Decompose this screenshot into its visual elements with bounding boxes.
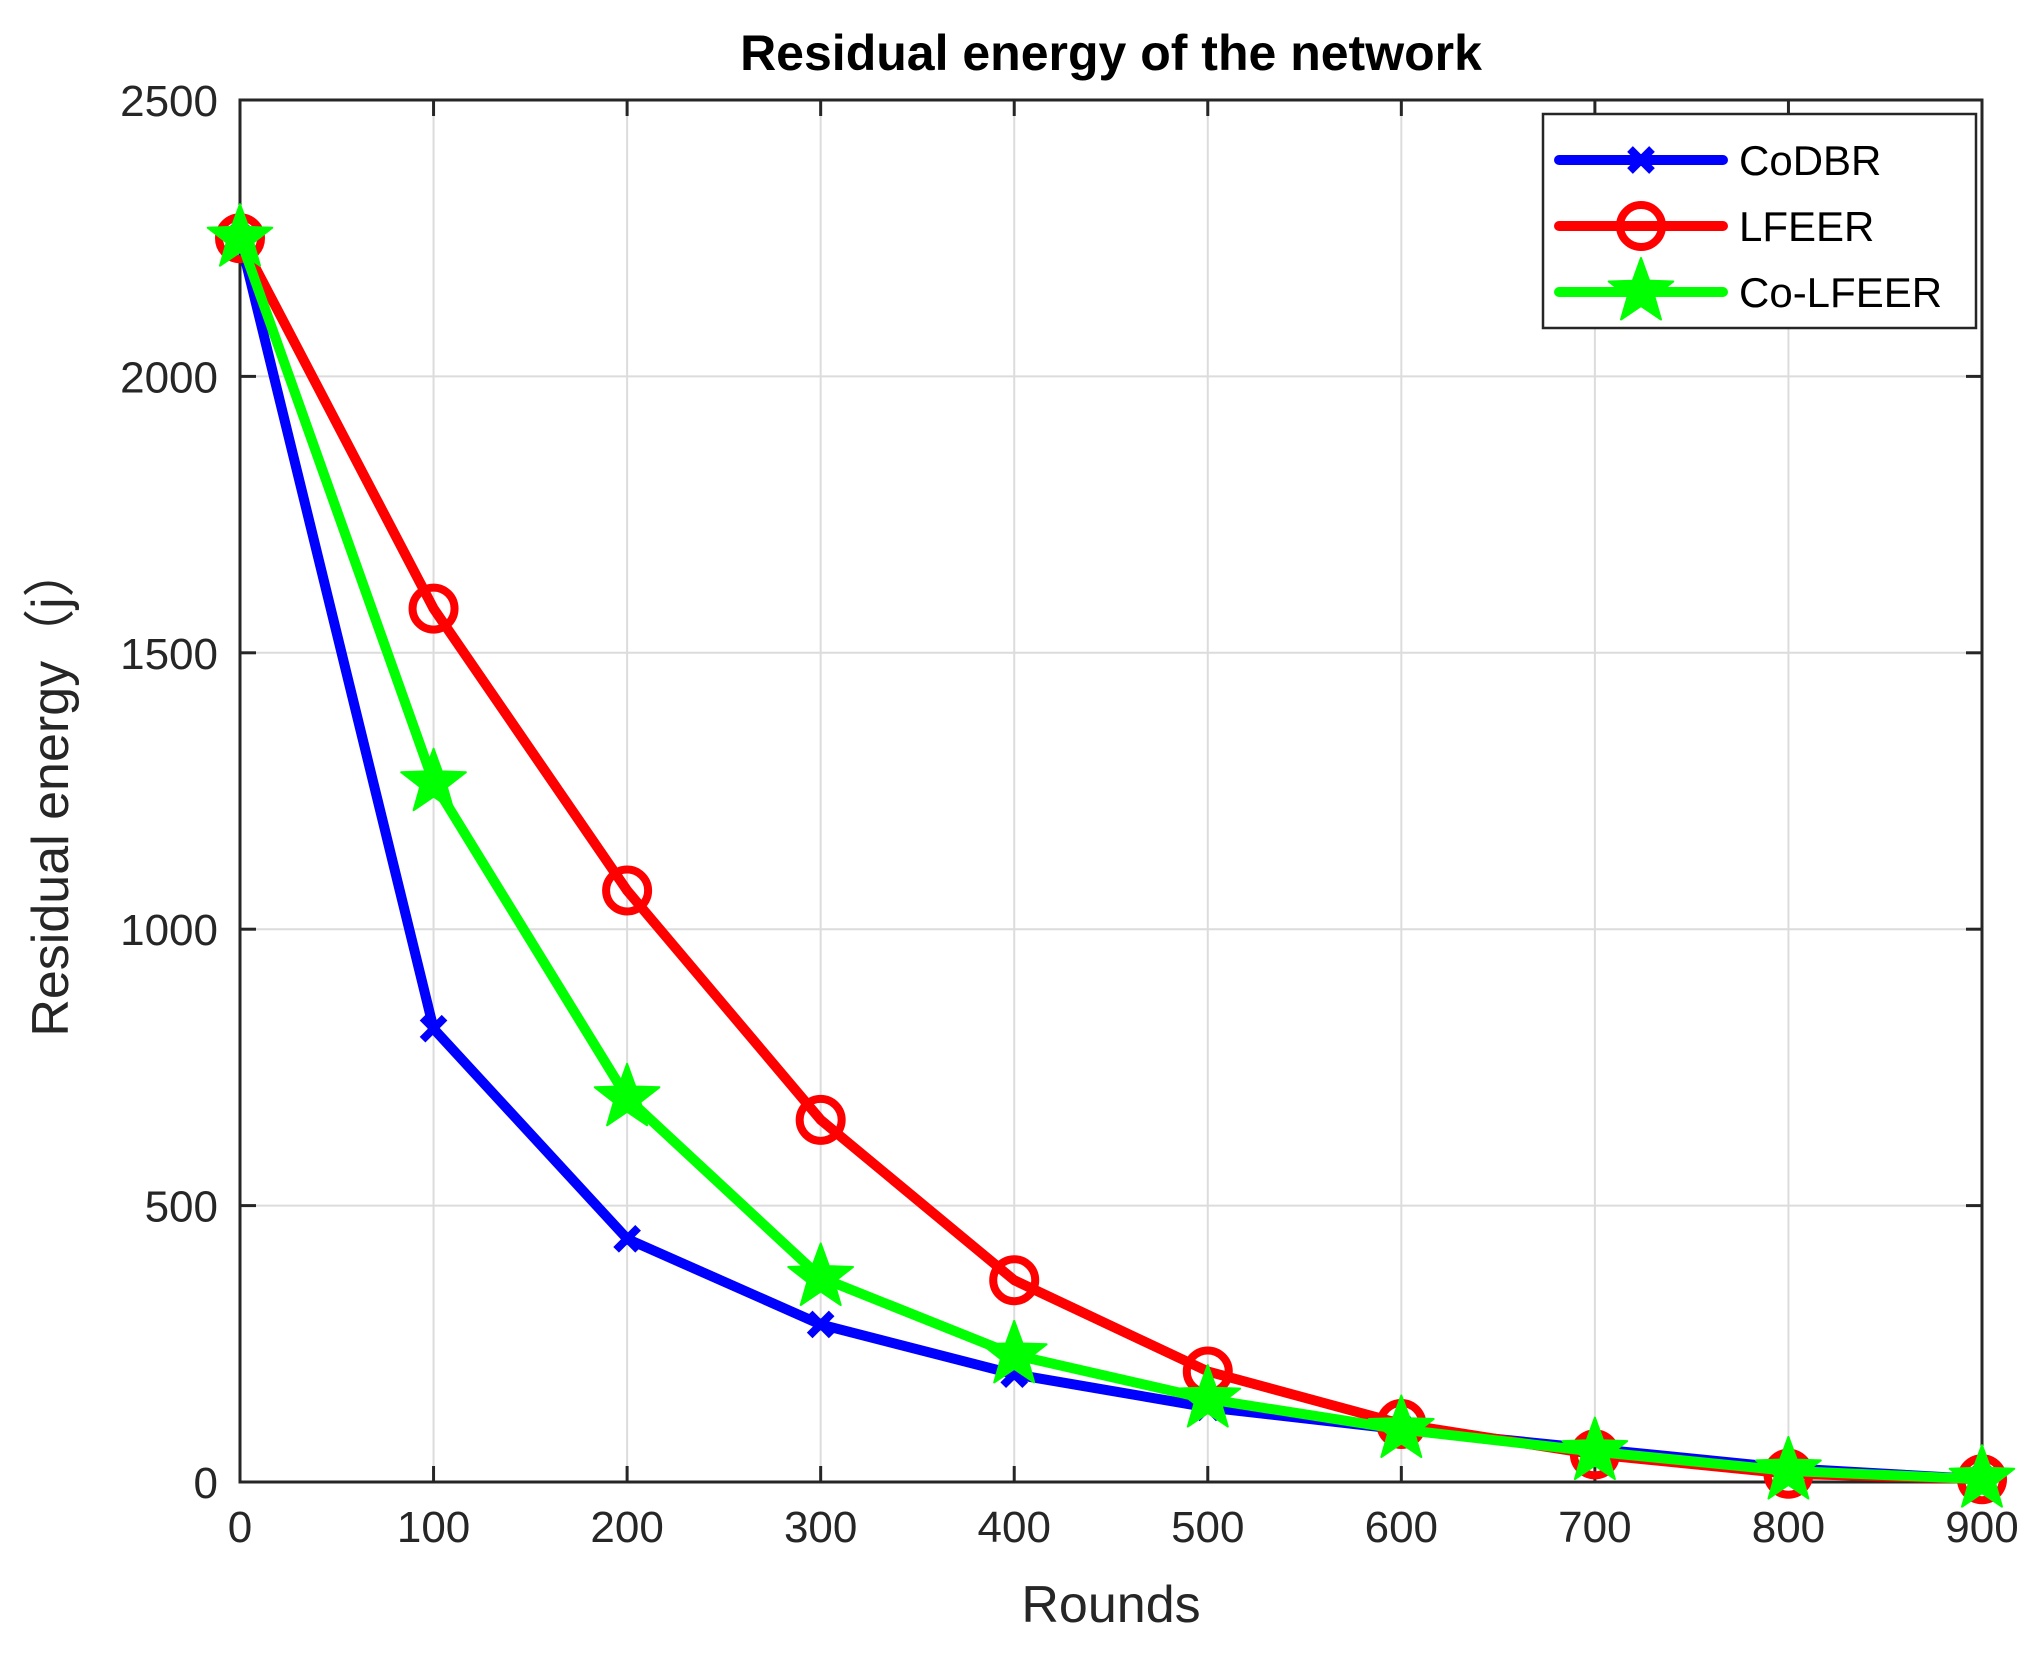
data-point-co-lfeer [206, 203, 274, 267]
data-point-co-lfeer [1948, 1444, 2016, 1508]
data-point-co-lfeer [1174, 1364, 1242, 1428]
x-tick-label: 300 [784, 1503, 857, 1552]
x-tick-label: 900 [1945, 1503, 2018, 1552]
x-tick-label: 600 [1365, 1503, 1438, 1552]
series-group [206, 203, 2016, 1508]
legend-marker-codbr-center [1635, 154, 1647, 166]
legend-label-co-lfeer: Co-LFEER [1739, 269, 1942, 316]
legend-label-codbr: CoDBR [1739, 137, 1881, 184]
data-point-codbr [806, 1310, 835, 1339]
legend: CoDBR LFEER Co-LFEER [1541, 112, 1978, 330]
data-point-codbr [419, 1014, 448, 1043]
data-point-co-lfeer [980, 1319, 1048, 1384]
chart-title: Residual energy of the network [740, 25, 1482, 81]
data-point-codbr-center [814, 1318, 827, 1331]
legend-label-lfeer: LFEER [1739, 203, 1874, 250]
data-point-codbr-center [621, 1232, 634, 1245]
y-tick-label: 500 [145, 1183, 218, 1232]
data-point-co-lfeer [1755, 1435, 1822, 1500]
y-tick-label: 2000 [120, 353, 218, 402]
y-tick-label: 2500 [120, 77, 218, 126]
x-tick-label: 700 [1558, 1503, 1631, 1552]
data-point-lfeer [408, 583, 459, 634]
data-point-co-lfeer [593, 1062, 661, 1127]
axis-ticks: 0 100 200 300 400 500 600 700 800 900 0 500 1000 1500… [120, 77, 2019, 1552]
data-point-codbr [613, 1224, 641, 1253]
x-tick-label: 800 [1752, 1503, 1825, 1552]
data-point-co-lfeer [1561, 1416, 1629, 1481]
x-tick-label: 500 [1171, 1503, 1244, 1552]
x-axis-title: Rounds [1021, 1576, 1200, 1634]
x-tick-label: 100 [397, 1503, 470, 1552]
legend-marker-codbr [1627, 146, 1655, 174]
plot-area [238, 98, 1984, 1484]
data-point-co-lfeer [1368, 1394, 1435, 1458]
series-line-co-lfeer [235, 233, 1987, 1485]
data-point-lfeer [602, 865, 653, 916]
data-point-codbr-center [427, 1022, 440, 1035]
legend-marker-co-lfeer [1607, 257, 1675, 321]
x-tick-label: 200 [590, 1503, 663, 1552]
y-axis-title: Residual energy（j） [22, 545, 80, 1036]
x-tick-label: 0 [228, 1503, 252, 1552]
data-point-co-lfeer [787, 1242, 854, 1306]
data-point-co-lfeer [400, 747, 467, 812]
y-tick-label: 0 [194, 1459, 218, 1508]
x-tick-label: 400 [978, 1503, 1051, 1552]
y-tick-label: 1000 [120, 906, 218, 955]
data-point-lfeer [989, 1255, 1040, 1306]
legend-marker-lfeer [1616, 201, 1666, 251]
y-tick-label: 1500 [120, 630, 218, 679]
data-point-lfeer [795, 1094, 846, 1145]
series-co-lfeer [206, 203, 2016, 1508]
